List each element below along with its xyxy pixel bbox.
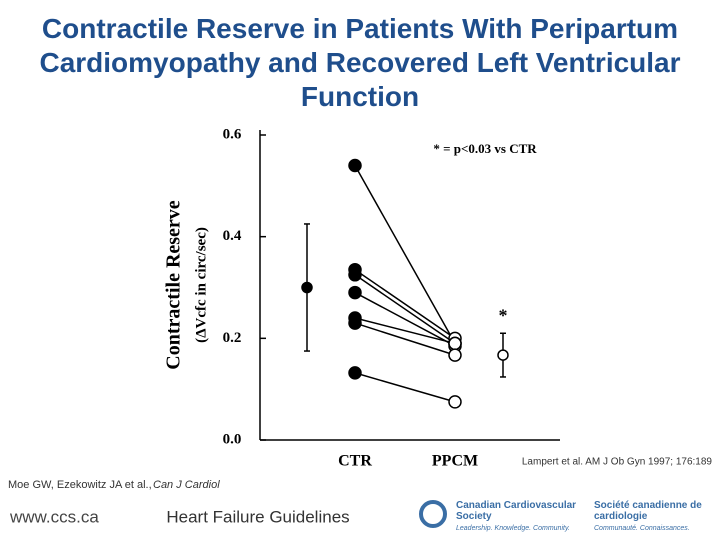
- annotation: * = p<0.03 vs CTR: [433, 141, 537, 156]
- website: www.ccs.ca: [9, 507, 99, 526]
- subject-line: [354, 274, 456, 345]
- subject-point: [348, 158, 362, 173]
- program: Heart Failure Guidelines: [166, 507, 349, 526]
- y-axis-subtitle: (ΔVcfc in circ/sec): [193, 227, 209, 343]
- y-tick-label: 0.4: [223, 228, 242, 244]
- subject-line: [354, 322, 456, 356]
- subject-point: [448, 395, 462, 409]
- subject-point: [348, 285, 362, 300]
- citation-left: Moe GW, Ezekowitz JA et al.,: [8, 479, 152, 491]
- logo-en-box: Canadian Cardiovascular Society Leadershi…: [456, 500, 586, 534]
- y-tick-label: 0.0: [223, 431, 242, 447]
- logo-en-text: Canadian Cardiovascular Society: [456, 500, 577, 522]
- logo-icon: [419, 500, 447, 528]
- subject-line: [354, 269, 456, 339]
- mean-point: [497, 349, 509, 361]
- subject-point: [348, 366, 362, 380]
- subject-point: [348, 268, 362, 282]
- subject-point: [448, 336, 462, 351]
- subject-line: [354, 317, 456, 345]
- x-tick-label: CTR: [338, 453, 372, 470]
- x-tick-label: PPCM: [432, 453, 478, 470]
- journal-left: Can J Cardiol: [153, 479, 220, 491]
- y-tick-label: 0.2: [223, 330, 242, 346]
- subject-line: [354, 165, 456, 344]
- significance-mark: *: [499, 305, 508, 325]
- subject-line: [354, 291, 456, 347]
- citation-right: Lampert et al. AM J Ob Gyn 1997; 176:189: [522, 457, 713, 468]
- logo-fr-text: Société canadienne de cardiologie: [594, 500, 702, 522]
- logo-en: Canadian Cardiovascular Society Leadershi…: [456, 500, 586, 534]
- tagline-en: Leadership. Knowledge. Community.: [456, 525, 570, 532]
- y-axis-title: Contractile Reserve: [163, 200, 185, 369]
- subject-point: [348, 316, 362, 330]
- logo-fr: Société canadienne de cardiologie Communa…: [594, 500, 718, 536]
- y-tick-label: 0.6: [223, 126, 242, 142]
- tagline-fr: Communauté. Connaissances. Leadership.: [594, 525, 690, 532]
- subject-point: [448, 348, 462, 362]
- mean-point: [301, 281, 313, 294]
- slide-title: Contractile Reserve in Patients With Per…: [39, 13, 681, 112]
- subject-line: [354, 372, 456, 403]
- logo-fr-box: Société canadienne de cardiologie Communa…: [594, 500, 718, 536]
